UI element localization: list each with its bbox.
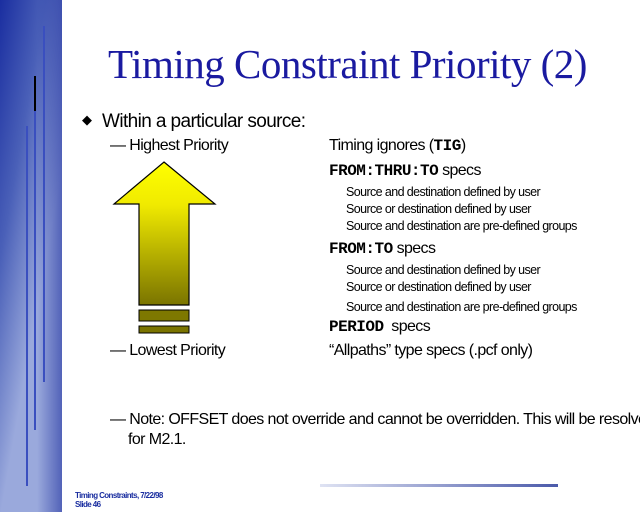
list-item: Source and destination are pre-defined g… bbox=[346, 300, 577, 314]
list-item: Source and destination defined by user bbox=[346, 185, 541, 199]
decor-line-black bbox=[34, 76, 36, 111]
highest-priority-label: — Highest Priority bbox=[110, 137, 229, 154]
slide-title: Timing Constraint Priority (2) bbox=[108, 41, 587, 87]
period-heading: PERIOD specs bbox=[329, 318, 431, 336]
slide-number: Slide 46 bbox=[75, 500, 101, 509]
bullet-icon: ◆ bbox=[82, 112, 92, 127]
list-item: Source or destination defined by user bbox=[346, 280, 531, 294]
decor-line bbox=[43, 26, 45, 382]
footer-rule bbox=[320, 484, 558, 487]
tig-line: Timing ignores (TIG) bbox=[329, 137, 466, 155]
allpaths-line: “Allpaths” type specs (.pcf only) bbox=[329, 342, 533, 359]
note-line-2: for M2.1. bbox=[128, 431, 186, 448]
list-item: Source and destination defined by user bbox=[346, 263, 541, 277]
decor-line bbox=[26, 126, 28, 486]
from-thru-to-heading: FROM:THRU:TO specs bbox=[329, 162, 481, 180]
list-item: Source and destination are pre-defined g… bbox=[346, 219, 577, 233]
decor-line bbox=[34, 76, 36, 430]
side-shade bbox=[0, 0, 62, 512]
lowest-priority-label: — Lowest Priority bbox=[110, 342, 226, 359]
from-to-heading: FROM:TO specs bbox=[329, 240, 436, 258]
note-line-1: — Note: OFFSET does not override and can… bbox=[110, 411, 640, 428]
bullet-text: Within a particular source: bbox=[102, 111, 306, 132]
footer-line-1: Timing Constraints, 7/22/98 bbox=[75, 491, 163, 500]
footer: Timing Constraints, 7/22/98 Slide 46 bbox=[75, 491, 163, 509]
list-item: Source or destination defined by user bbox=[346, 202, 531, 216]
